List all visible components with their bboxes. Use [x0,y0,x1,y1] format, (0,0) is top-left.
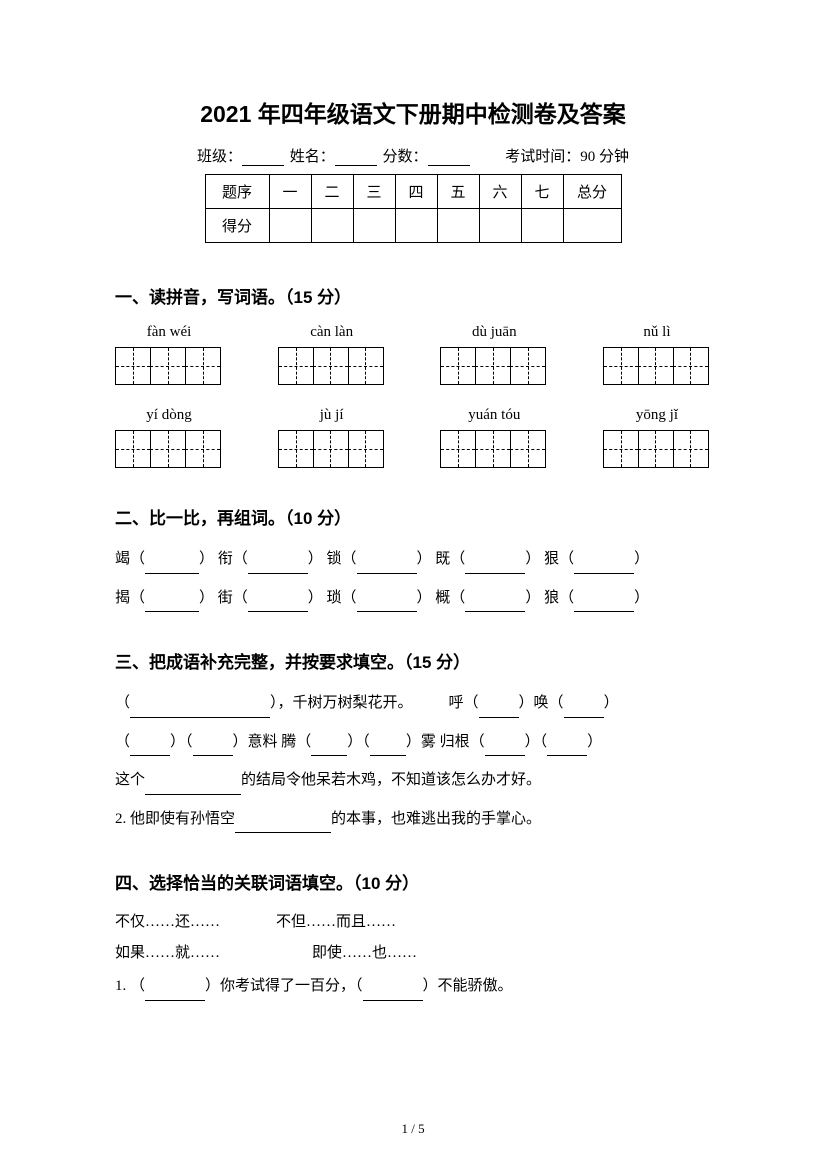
info-line: 班级： 姓名： 分数： 考试时间：90 分钟 [115,145,711,166]
section-3: 三、把成语补充完整，并按要求填空。（15 分） （），千树万树梨花开。呼（）唤（… [115,648,711,833]
pinyin-item: dù juān [440,324,548,385]
pinyin-item: fàn wéi [115,324,223,385]
score-label: 分数： [383,145,428,166]
idiom-line-1: （），千树万树梨花开。呼（）唤（） [115,689,711,718]
pinyin-text: yuán tóu [440,407,548,424]
td-s1 [269,209,311,243]
th-1: 一 [269,175,311,209]
pinyin-text: yōng jǐ [603,407,711,424]
pinyin-text: càn làn [278,324,386,341]
tianzi-grid [278,430,386,468]
section-1-heading: 一、读拼音，写词语。（15 分） [115,283,711,308]
conj-row-2: 如果……就……即使……也…… [115,941,711,962]
th-7: 七 [521,175,563,209]
td-s5 [437,209,479,243]
th-total: 总分 [563,175,621,209]
section-4: 四、选择恰当的关联词语填空。（10 分） 不仅……还……不但……而且…… 如果…… [115,869,711,1001]
td-s7 [521,209,563,243]
td-score-label: 得分 [205,209,269,243]
pinyin-text: jù jí [278,407,386,424]
score-blank [428,152,470,166]
pinyin-item: càn làn [278,324,386,385]
idiom-line-3: 这个的结局令他呆若木鸡，不知道该怎么办才好。 [115,766,711,795]
idiom-line-4: 2. 他即使有孙悟空的本事，也难逃出我的手掌心。 [115,805,711,834]
tianzi-grid [603,347,711,385]
section-4-heading: 四、选择恰当的关联词语填空。（10 分） [115,869,711,894]
name-blank [335,152,377,166]
class-label: 班级： [197,145,242,166]
th-4: 四 [395,175,437,209]
pinyin-item: yōng jǐ [603,407,711,468]
class-blank [242,152,284,166]
page-number: 1 / 5 [0,1121,826,1137]
pinyin-text: nǔ lì [603,324,711,341]
th-6: 六 [479,175,521,209]
td-s3 [353,209,395,243]
section-3-heading: 三、把成语补充完整，并按要求填空。（15 分） [115,648,711,673]
pinyin-item: jù jí [278,407,386,468]
pinyin-item: yí dòng [115,407,223,468]
section-1: 一、读拼音，写词语。（15 分） fàn wéi càn làn dù juān… [115,283,711,468]
tianzi-grid [440,347,548,385]
score-table: 题序 一 二 三 四 五 六 七 总分 得分 [205,174,622,243]
tianzi-grid [440,430,548,468]
tianzi-grid [603,430,711,468]
td-s4 [395,209,437,243]
td-s6 [479,209,521,243]
th-5: 五 [437,175,479,209]
section-2-heading: 二、比一比，再组词。（10 分） [115,504,711,529]
th-3: 三 [353,175,395,209]
th-seq: 题序 [205,175,269,209]
tianzi-grid [115,430,223,468]
compare-line-2: 揭（） 街（） 琐（） 概（） 狼（） [115,584,711,613]
pinyin-item: yuán tóu [440,407,548,468]
section-2: 二、比一比，再组词。（10 分） 竭（） 衔（） 锁（） 既（） 狠（） 揭（）… [115,504,711,612]
td-stotal [563,209,621,243]
td-s2 [311,209,353,243]
compare-line-1: 竭（） 衔（） 锁（） 既（） 狠（） [115,545,711,574]
conj-row-1: 不仅……还……不但……而且…… [115,910,711,931]
conj-question-1: 1. （）你考试得了一百分，（）不能骄傲。 [115,972,711,1001]
tianzi-grid [115,347,223,385]
tianzi-grid [278,347,386,385]
name-label: 姓名： [290,145,335,166]
page-title: 2021 年四年级语文下册期中检测卷及答案 [115,95,711,129]
pinyin-text: dù juān [440,324,548,341]
pinyin-text: yí dòng [115,407,223,424]
pinyin-item: nǔ lì [603,324,711,385]
th-2: 二 [311,175,353,209]
pinyin-text: fàn wéi [115,324,223,341]
idiom-line-2: （）（）意料 腾（）（）雾 归根（）（） [115,728,711,757]
exam-time: 考试时间：90 分钟 [505,149,629,165]
